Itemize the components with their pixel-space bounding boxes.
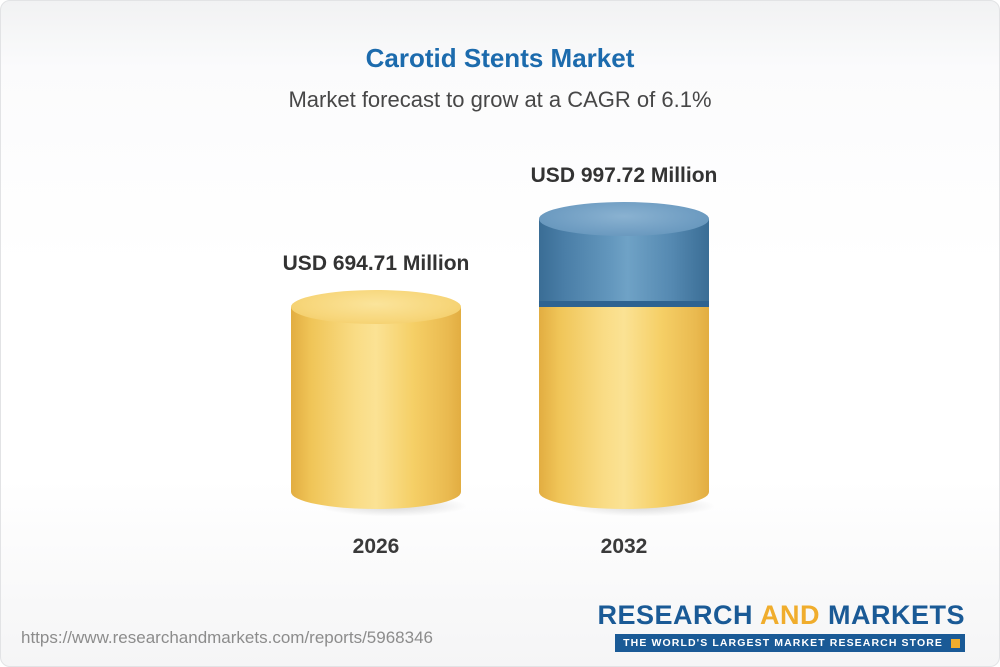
cylinder-2026 — [291, 290, 491, 520]
logo-word-research: RESEARCH — [597, 600, 753, 630]
research-and-markets-logo: RESEARCH AND MARKETS THE WORLD'S LARGEST… — [597, 600, 965, 652]
report-url: https://www.researchandmarkets.com/repor… — [21, 628, 433, 647]
value-label-2026: USD 694.71 Million — [282, 252, 470, 275]
cylinder-2032 — [539, 202, 739, 520]
chart-subtitle: Market forecast to grow at a CAGR of 6.1… — [288, 87, 712, 112]
logo-wordmark: RESEARCH AND MARKETS — [597, 600, 965, 631]
bar-2032: USD 997.72 Million 2032 — [531, 164, 739, 561]
cylinder-top-2026 — [291, 290, 461, 324]
year-label-2032: 2032 — [600, 535, 648, 558]
bar-2026: USD 694.71 Million 2026 — [283, 252, 491, 561]
cylinder-top-2032 — [539, 202, 709, 236]
logo-word-markets: MARKETS — [828, 600, 965, 630]
logo-square-icon — [951, 638, 960, 648]
chart-title: Carotid Stents Market — [365, 43, 635, 73]
year-label-2026: 2026 — [352, 535, 400, 558]
logo-tagline-text: THE WORLD'S LARGEST MARKET RESEARCH STOR… — [623, 637, 943, 649]
logo-tagline: THE WORLD'S LARGEST MARKET RESEARCH STOR… — [615, 634, 965, 652]
logo-word-and: AND — [759, 600, 820, 630]
cylinder-body-2026 — [291, 307, 461, 509]
value-label-2032: USD 997.72 Million — [530, 164, 718, 187]
